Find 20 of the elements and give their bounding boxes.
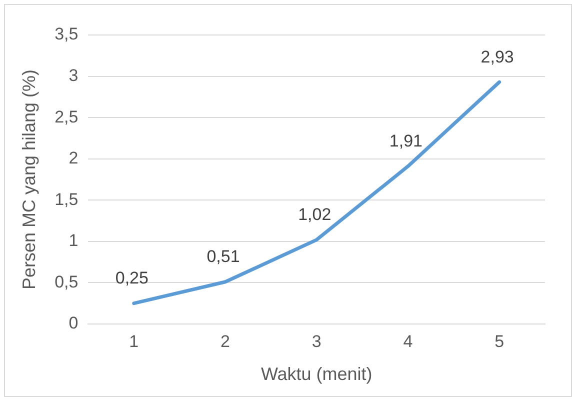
x-tick-label: 1 [129, 332, 139, 351]
x-tick-label: 3 [312, 332, 322, 351]
y-tick-label: 1 [68, 231, 78, 250]
x-tick-label: 5 [494, 332, 504, 351]
y-tick-label: 2,5 [54, 107, 78, 126]
data-label: 2,93 [480, 47, 514, 66]
y-tick-label: 0 [68, 314, 78, 333]
y-axis-title: Persen MC yang hilang (%) [18, 69, 39, 290]
data-label: 0,51 [206, 247, 240, 266]
y-tick-label: 1,5 [54, 190, 78, 209]
x-tick-label: 2 [220, 332, 230, 351]
y-tick-label: 3 [68, 66, 78, 85]
y-tick-label: 0,5 [54, 272, 78, 292]
data-label: 1,02 [298, 204, 332, 224]
x-axis-title: Waktu (menit) [260, 364, 372, 384]
y-tick-label: 2 [68, 148, 78, 168]
data-label: 1,91 [389, 131, 423, 150]
data-label: 0,25 [115, 268, 148, 288]
x-tick-label: 4 [403, 332, 413, 351]
y-tick-label: 3,5 [54, 24, 78, 44]
